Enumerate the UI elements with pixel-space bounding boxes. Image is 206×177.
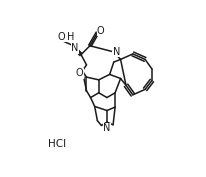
Text: H: H [67, 32, 74, 42]
Text: O: O [97, 26, 105, 36]
Text: N: N [113, 47, 120, 57]
Text: N: N [103, 123, 111, 133]
Text: HCl: HCl [48, 139, 67, 149]
Text: O: O [57, 32, 65, 42]
Text: N: N [71, 44, 79, 53]
Text: O: O [76, 68, 83, 78]
